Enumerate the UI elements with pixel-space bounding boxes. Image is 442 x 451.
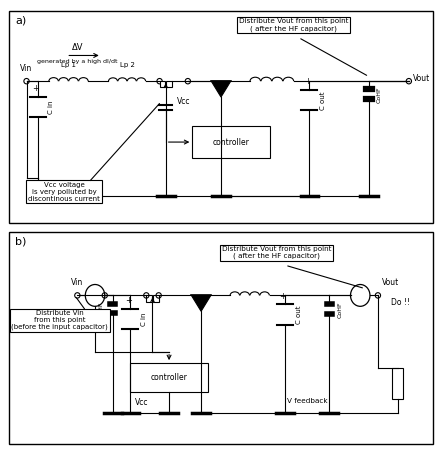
Text: +: + <box>32 84 39 93</box>
Text: +: + <box>125 296 132 305</box>
Bar <box>153 295 159 302</box>
Text: CiHF: CiHF <box>99 302 104 316</box>
Text: Distribute Vout from this point
( after the HF capacitor): Distribute Vout from this point ( after … <box>221 246 331 259</box>
Text: Vcc: Vcc <box>177 97 191 106</box>
Polygon shape <box>191 295 211 311</box>
Text: C out: C out <box>320 91 326 110</box>
Bar <box>9 11 433 223</box>
Bar <box>9 232 433 444</box>
Polygon shape <box>211 81 231 97</box>
Text: Vcc: Vcc <box>135 398 149 407</box>
Text: Vout: Vout <box>382 278 400 287</box>
Text: Do !!: Do !! <box>391 298 410 307</box>
Text: a): a) <box>15 16 27 26</box>
Text: V feedback: V feedback <box>287 398 328 405</box>
Bar <box>146 295 152 302</box>
Bar <box>160 81 165 87</box>
Text: +: + <box>304 77 311 86</box>
Text: controller: controller <box>151 373 187 382</box>
Text: CoHF: CoHF <box>377 86 382 102</box>
Text: Vin: Vin <box>20 64 33 73</box>
Text: generated by a high dI/dt: generated by a high dI/dt <box>37 59 118 64</box>
Text: Lp 1: Lp 1 <box>61 62 76 68</box>
Bar <box>130 363 208 392</box>
Text: b): b) <box>15 237 27 247</box>
Text: Vcc voltage
is very polluted by
discontinous current: Vcc voltage is very polluted by disconti… <box>28 182 100 202</box>
Bar <box>392 368 403 399</box>
Text: ΔV: ΔV <box>72 43 83 52</box>
Text: Vin: Vin <box>71 278 84 287</box>
Text: Distribute Vin
from this point
(before the input capacitor): Distribute Vin from this point (before t… <box>11 310 108 331</box>
Text: C out: C out <box>296 305 302 324</box>
Text: Lp 2: Lp 2 <box>120 62 134 68</box>
Text: C in: C in <box>141 313 147 326</box>
Text: C in: C in <box>48 101 54 114</box>
Bar <box>192 126 270 158</box>
Text: CoHF: CoHF <box>337 301 342 318</box>
Text: +: + <box>279 291 286 300</box>
Text: Distribute Vout from this point
( after the HF capacitor): Distribute Vout from this point ( after … <box>239 18 349 32</box>
Bar <box>166 81 172 87</box>
Text: Vout: Vout <box>413 74 431 83</box>
Text: controller: controller <box>213 138 249 147</box>
